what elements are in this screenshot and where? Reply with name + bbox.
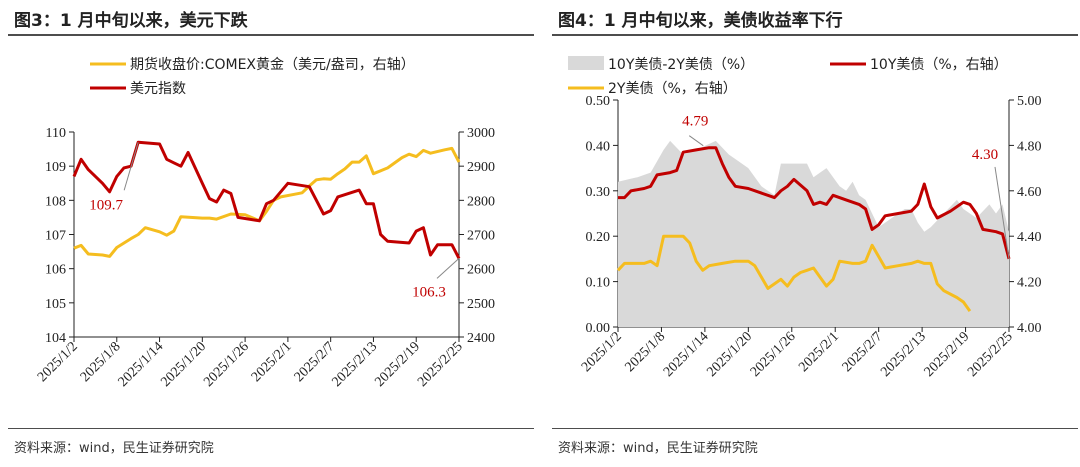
- series-line: [618, 146, 1011, 260]
- x-tick-label: 2025/1/26: [201, 339, 252, 390]
- series: [616, 140, 1011, 327]
- annotation-last: 4.30: [972, 147, 998, 163]
- y-left-tick-label: 106: [45, 263, 66, 278]
- y-right-tick-label: 2400: [467, 331, 495, 346]
- y-left-tick-label: 108: [45, 194, 66, 209]
- y-left-tick-label: 0.30: [586, 185, 611, 200]
- x-tick-label: 2025/1/20: [158, 339, 209, 390]
- legend-label-gold: 期货收盘价:COMEX黄金（美元/盎司，右轴）: [130, 56, 415, 73]
- legend-label-10y: 10Y美债（%，右轴）: [870, 57, 1008, 73]
- y-right-tick-label: 2600: [467, 263, 495, 278]
- legend-label-2y: 2Y美债（%，右轴）: [608, 81, 737, 97]
- y-left-tick-label: 109: [45, 160, 66, 175]
- annotation-last: 106.3: [412, 284, 446, 300]
- title-divider: [552, 34, 1078, 36]
- left-chart-panel: 图3：1 月中旬以来，美元下跌 期货收盘价:COMEX黄金（美元/盎司，右轴） …: [8, 0, 534, 467]
- x-tick-label: 2025/2/19: [922, 329, 973, 380]
- annotations: 109.7 106.3: [89, 142, 460, 300]
- x-tick-label: 2025/1/14: [661, 329, 712, 380]
- annotation-leader: [688, 135, 704, 147]
- source-note: 资料来源：wind，民生证券研究院: [558, 441, 758, 456]
- y-left-tick-label: 0.10: [586, 276, 611, 291]
- y-left-tick-label: 0.20: [586, 230, 611, 245]
- y-right-tick-label: 3000: [467, 126, 495, 141]
- y-right-tick-label: 4.60: [1017, 185, 1042, 200]
- x-tick-label: 2025/2/1: [249, 339, 295, 385]
- title-divider: [8, 34, 534, 36]
- x-tick-label: 2025/2/25: [415, 339, 466, 390]
- series: [72, 140, 461, 260]
- chart-title: 图4：1 月中旬以来，美债收益率下行: [558, 11, 843, 31]
- x-tick-label: 2025/2/19: [372, 339, 423, 390]
- series-line: [73, 146, 461, 258]
- legend-label-spread: 10Y美债-2Y美债（%）: [608, 57, 754, 73]
- x-tick-label: 2025/1/2: [579, 329, 625, 375]
- y-left-tick-label: 104: [45, 331, 66, 346]
- y-right-tick-label: 4.40: [1017, 230, 1042, 245]
- legend-label-usd: 美元指数: [130, 81, 186, 97]
- y-left-tick-label: 110: [46, 126, 66, 141]
- y-right-tick-label: 5.00: [1017, 94, 1042, 109]
- y-right-tick-label: 2800: [467, 194, 495, 209]
- x-tick-label: 2025/2/13: [878, 329, 929, 380]
- annotation-leader: [436, 258, 460, 279]
- bottom-divider: [552, 428, 1078, 429]
- annotation-leader: [123, 142, 139, 191]
- y-left-tick-label: 0.00: [586, 321, 611, 336]
- x-tick-label: 2025/1/26: [748, 329, 799, 380]
- y-right-tick-label: 2700: [467, 229, 495, 244]
- legend: 10Y美债-2Y美债（%） 10Y美债（%，右轴） 2Y美债（%，右轴）: [568, 56, 1008, 97]
- y-right-tick-label: 4.80: [1017, 139, 1042, 154]
- y-right-tick-label: 2900: [467, 160, 495, 175]
- x-tick-label: 2025/1/20: [704, 329, 755, 380]
- x-tick-label: 2025/1/14: [116, 339, 167, 390]
- treasury-yield-chart: 10Y美债-2Y美债（%） 10Y美债（%，右轴） 2Y美债（%，右轴） 0.0…: [568, 56, 1042, 380]
- y-right-tick-label: 4.20: [1017, 276, 1042, 291]
- source-note: 资料来源：wind，民生证券研究院: [14, 441, 214, 456]
- legend-swatch-spread: [568, 56, 604, 70]
- series-area: [618, 140, 1009, 327]
- usd-gold-chart: 期货收盘价:COMEX黄金（美元/盎司，右轴） 美元指数 10410510610…: [35, 56, 495, 390]
- y-right-tick-label: 2500: [467, 297, 495, 312]
- legend: 期货收盘价:COMEX黄金（美元/盎司，右轴） 美元指数: [90, 56, 415, 97]
- bottom-divider: [8, 428, 534, 429]
- x-tick-label: 2025/2/13: [330, 339, 381, 390]
- y-left-tick-label: 105: [45, 297, 66, 312]
- annotation-leader: [994, 166, 1010, 259]
- y-left-tick-label: 0.50: [586, 94, 611, 109]
- annotations: 4.79 4.30: [682, 114, 1010, 259]
- series-line: [72, 140, 461, 260]
- y-right-tick-label: 4.00: [1017, 321, 1042, 336]
- right-chart-panel: 图4：1 月中旬以来，美债收益率下行 10Y美债-2Y美债（%） 10Y美债（%…: [552, 0, 1078, 467]
- y-left-tick-label: 0.40: [586, 139, 611, 154]
- annotation-high: 4.79: [682, 114, 708, 130]
- x-tick-label: 2025/2/1: [796, 329, 842, 375]
- axes: 104 105 106 107 108 109 110 2400 2500 2600 2700 280…: [35, 126, 495, 390]
- series-line: [616, 234, 972, 312]
- chart-title: 图3：1 月中旬以来，美元下跌: [14, 11, 248, 31]
- y-left-tick-label: 107: [45, 229, 66, 244]
- annotation-high: 109.7: [89, 197, 123, 213]
- x-tick-label: 2025/1/2: [35, 339, 81, 385]
- x-tick-label: 2025/2/25: [965, 329, 1016, 380]
